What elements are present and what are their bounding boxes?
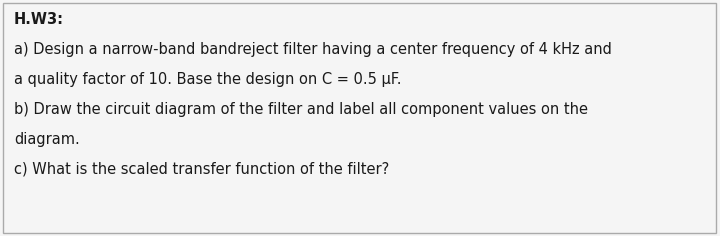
Text: diagram.: diagram. <box>14 132 80 147</box>
FancyBboxPatch shape <box>3 3 716 233</box>
Text: a quality factor of 10. Base the design on C = 0.5 μF.: a quality factor of 10. Base the design … <box>14 72 402 87</box>
Text: b) Draw the circuit diagram of the filter and label all component values on the: b) Draw the circuit diagram of the filte… <box>14 102 588 117</box>
Text: c) What is the scaled transfer function of the filter?: c) What is the scaled transfer function … <box>14 162 390 177</box>
Text: a) Design a narrow-band bandreject filter having a center frequency of 4 kHz and: a) Design a narrow-band bandreject filte… <box>14 42 612 57</box>
Text: H.W3:: H.W3: <box>14 12 64 27</box>
